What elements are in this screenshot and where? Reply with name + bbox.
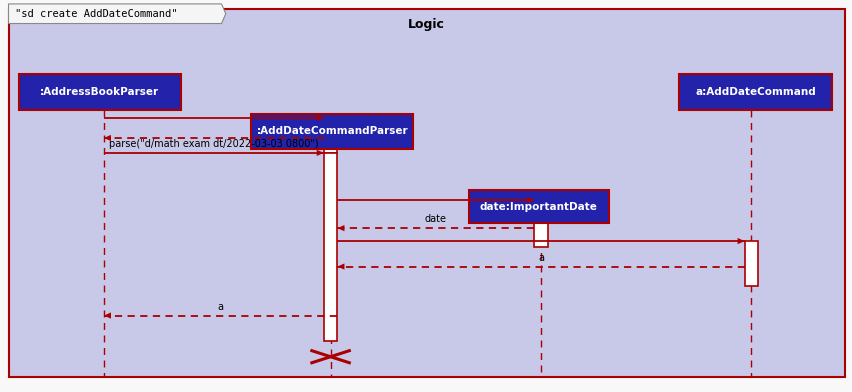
Text: a: a	[217, 301, 224, 312]
Text: :AddressBookParser: :AddressBookParser	[40, 87, 159, 97]
Text: date: date	[424, 214, 446, 224]
Polygon shape	[9, 4, 226, 24]
FancyBboxPatch shape	[534, 190, 548, 247]
Text: parse("d/math exam dt/2022-03-03 0800"): parse("d/math exam dt/2022-03-03 0800")	[109, 139, 319, 149]
Text: "sd create AddDateCommand": "sd create AddDateCommand"	[15, 9, 178, 19]
Text: date:ImportantDate: date:ImportantDate	[480, 202, 598, 212]
FancyBboxPatch shape	[679, 74, 832, 110]
FancyBboxPatch shape	[9, 9, 845, 377]
Polygon shape	[337, 263, 344, 270]
FancyBboxPatch shape	[251, 114, 413, 149]
Polygon shape	[527, 197, 534, 203]
Polygon shape	[738, 238, 745, 244]
FancyBboxPatch shape	[324, 118, 337, 153]
Polygon shape	[317, 114, 324, 121]
Polygon shape	[104, 312, 111, 319]
Text: Logic: Logic	[407, 18, 445, 31]
FancyBboxPatch shape	[745, 241, 758, 286]
FancyBboxPatch shape	[324, 153, 337, 341]
Text: a:AddDateCommand: a:AddDateCommand	[695, 87, 816, 97]
Polygon shape	[104, 135, 111, 141]
Polygon shape	[317, 150, 324, 156]
FancyBboxPatch shape	[19, 74, 181, 110]
Text: a: a	[538, 252, 544, 263]
FancyBboxPatch shape	[469, 190, 609, 223]
Polygon shape	[337, 225, 344, 231]
Text: :AddDateCommandParser: :AddDateCommandParser	[256, 126, 408, 136]
